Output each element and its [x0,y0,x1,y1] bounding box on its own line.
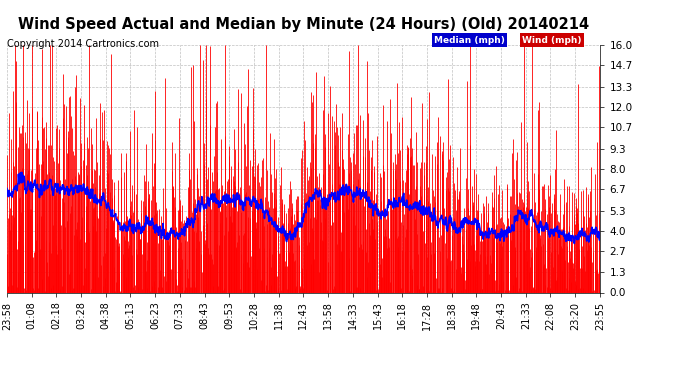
Text: Median (mph): Median (mph) [434,36,504,45]
Text: Wind (mph): Wind (mph) [522,36,582,45]
Text: Copyright 2014 Cartronics.com: Copyright 2014 Cartronics.com [7,39,159,50]
Text: Wind Speed Actual and Median by Minute (24 Hours) (Old) 20140214: Wind Speed Actual and Median by Minute (… [18,17,589,32]
